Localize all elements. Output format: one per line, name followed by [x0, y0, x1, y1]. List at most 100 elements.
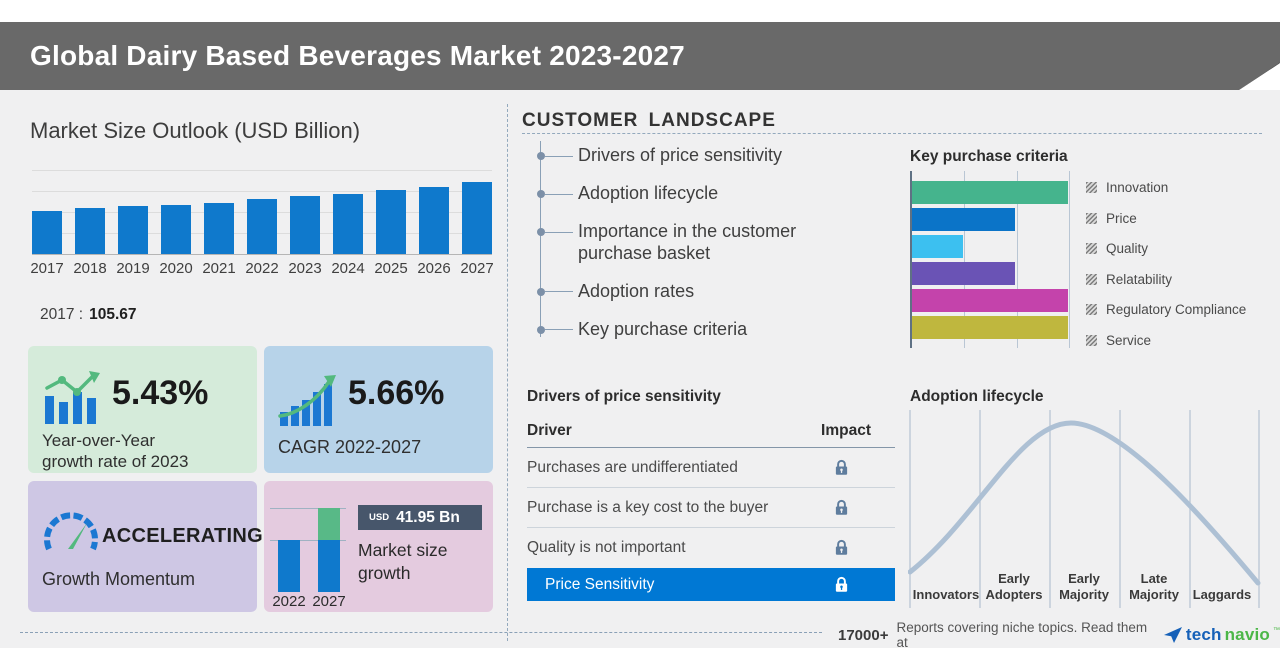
- gridline: [1017, 171, 1018, 348]
- price-sensitivity-table: Driver Impact Purchases are undifferenti…: [527, 422, 895, 568]
- legend-item: Price: [1086, 207, 1246, 230]
- bar: [419, 187, 449, 254]
- impact-cell: [834, 499, 849, 517]
- market-size-outlook-title: Market Size Outlook (USD Billion): [30, 118, 361, 143]
- cagr-value: 5.66%: [348, 374, 445, 412]
- price-sensitivity-highlight-row: Price Sensitivity: [527, 568, 895, 601]
- driver-cell: Purchases are undifferentiated: [527, 458, 738, 476]
- gridline: [1069, 171, 1070, 348]
- x-tick-label: 2019: [116, 260, 150, 277]
- x-tick-label: 2018: [73, 260, 107, 277]
- growth-card-label: Market size growth: [358, 540, 448, 583]
- legend-label: Regulatory Compliance: [1106, 302, 1247, 317]
- x-tick-label: 2017: [30, 260, 64, 277]
- horizontal-dashed-rule: [522, 133, 1262, 134]
- list-connector: [545, 193, 573, 195]
- legend-label: Service: [1106, 332, 1152, 348]
- yoy-growth-label: Year-over-Year growth rate of 2023: [42, 431, 189, 472]
- table-header: Driver Impact: [527, 422, 895, 448]
- technavio-logo[interactable]: tech navio ™: [1163, 625, 1280, 645]
- bar: [161, 205, 191, 254]
- list-connector: [545, 291, 573, 293]
- bar: [912, 316, 1068, 339]
- bar-2022: [278, 540, 300, 592]
- list-connector: [545, 329, 573, 331]
- bar: [333, 194, 363, 254]
- gridline: [270, 540, 346, 541]
- impact-cell: [834, 459, 849, 477]
- x-axis-labels: 2017 2018 2019 2020 2021 2022 2023 2024 2025 2026…: [30, 260, 494, 277]
- bar-2027-base: [318, 540, 340, 592]
- growth-momentum-card: ACCELERATING Growth Momentum: [28, 481, 263, 612]
- gridline: [270, 508, 346, 509]
- legend-label: Innovation: [1106, 180, 1169, 195]
- x-tick-label: 2020: [159, 260, 193, 277]
- stage-label: Laggards: [1192, 586, 1252, 602]
- bar: [912, 235, 964, 258]
- table-row: Purchase is a key cost to the buyer: [527, 488, 895, 528]
- year-label: 2027: [312, 593, 346, 610]
- list-item: Adoption lifecycle: [522, 183, 862, 205]
- header-banner: Global Dairy Based Beverages Market 2023…: [0, 22, 1280, 90]
- momentum-value: ACCELERATING: [102, 525, 264, 547]
- list-connector: [545, 231, 573, 233]
- banner-fold-decoration: [1239, 60, 1280, 90]
- driver-cell: Purchase is a key cost to the buyer: [527, 498, 769, 516]
- list-bullet-dot: [537, 228, 545, 236]
- cagr-card: 5.66% CAGR 2022-2027: [264, 346, 493, 473]
- legend-swatch: [1086, 334, 1097, 346]
- legend-item: Innovation: [1086, 176, 1246, 199]
- customer-landscape-list: Drivers of price sensitivity Adoption lif…: [522, 145, 862, 357]
- legend-swatch: [1086, 304, 1097, 315]
- legend-item: Quality: [1086, 237, 1246, 260]
- x-tick-label: 2021: [202, 260, 236, 277]
- cagr-label: CAGR 2022-2027: [278, 437, 422, 457]
- stage-label: Late Majority: [1129, 571, 1179, 602]
- yoy-growth-value: 5.43%: [112, 374, 209, 412]
- column-impact: Impact: [821, 422, 871, 439]
- market-size-bar-chart: [32, 170, 492, 255]
- bell-curve: [908, 420, 1261, 586]
- currency-label: USD: [369, 512, 390, 523]
- legend-label: Price: [1106, 210, 1137, 226]
- legend-item: Service: [1086, 329, 1246, 352]
- year-label: 2022: [272, 593, 306, 610]
- lock-icon: [835, 459, 848, 475]
- list-item-label: Drivers of price sensitivity: [578, 145, 783, 165]
- x-tick-label: 2023: [288, 260, 322, 277]
- legend-swatch: [1086, 243, 1097, 254]
- list-connector-line: [540, 141, 541, 337]
- legend-swatch: [1086, 182, 1097, 193]
- adoption-lifecycle-title: Adoption lifecycle: [910, 388, 1044, 405]
- x-tick-label: 2024: [331, 260, 365, 277]
- list-item: Drivers of price sensitivity: [522, 145, 862, 167]
- x-tick-label: 2025: [374, 260, 408, 277]
- x-tick-label: 2027: [460, 260, 494, 277]
- adoption-stage-labels: Innovators Early Adopters Early Majority La…: [908, 558, 1262, 604]
- growth-amount: 41.95 Bn: [396, 508, 460, 526]
- bar: [247, 199, 277, 254]
- legend-item: Regulatory Compliance: [1086, 298, 1246, 321]
- gridline: [32, 191, 492, 192]
- page-title: Global Dairy Based Beverages Market 2023…: [30, 40, 685, 71]
- footer: 17000+ Reports covering niche topics. Re…: [838, 620, 1280, 650]
- column-driver: Driver: [527, 422, 572, 439]
- table-row: Purchases are undifferentiated: [527, 448, 895, 488]
- bar: [32, 211, 62, 254]
- x-axis-baseline: [32, 254, 492, 255]
- footer-dashed-rule: [20, 632, 822, 633]
- momentum-label: Growth Momentum: [42, 569, 196, 589]
- legend-label: Relatability: [1106, 271, 1173, 287]
- stage-label: Early Majority: [1059, 571, 1109, 602]
- bar: [912, 208, 1015, 231]
- list-bullet-dot: [537, 152, 545, 160]
- price-sensitivity-table-title: Drivers of price sensitivity: [527, 388, 721, 405]
- bar: [912, 262, 1015, 285]
- bar: [290, 196, 320, 254]
- key-purchase-criteria-chart: [910, 171, 1070, 348]
- list-item-label: Adoption lifecycle: [578, 183, 719, 203]
- lock-icon: [834, 576, 849, 594]
- highlight-row-label: Price Sensitivity: [545, 575, 655, 593]
- lock-icon: [835, 576, 848, 592]
